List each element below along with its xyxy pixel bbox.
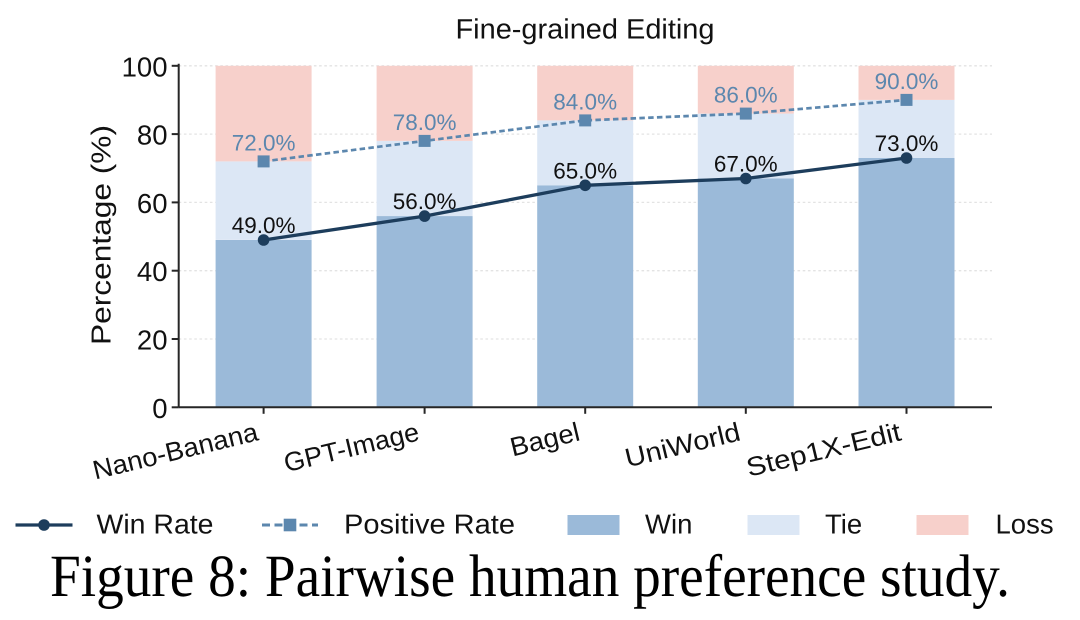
svg-text:84.0%: 84.0% xyxy=(553,89,617,114)
svg-text:Win Rate: Win Rate xyxy=(97,509,214,540)
svg-text:78.0%: 78.0% xyxy=(393,110,457,135)
svg-text:Percentage (%): Percentage (%) xyxy=(86,125,117,345)
svg-text:Win: Win xyxy=(645,509,692,540)
svg-text:Figure 8: Pairwise human prefe: Figure 8: Pairwise human preference stud… xyxy=(50,543,1010,609)
svg-text:80: 80 xyxy=(137,120,168,151)
svg-text:72.0%: 72.0% xyxy=(232,130,296,155)
svg-text:90.0%: 90.0% xyxy=(875,69,939,94)
svg-text:67.0%: 67.0% xyxy=(714,152,778,177)
svg-text:73.0%: 73.0% xyxy=(875,131,939,156)
svg-text:65.0%: 65.0% xyxy=(553,158,617,183)
svg-text:100: 100 xyxy=(122,51,168,82)
svg-text:20: 20 xyxy=(137,325,168,356)
svg-text:Tie: Tie xyxy=(825,509,862,540)
svg-text:0: 0 xyxy=(152,393,167,424)
svg-text:86.0%: 86.0% xyxy=(714,83,778,108)
svg-text:Fine-grained Editing: Fine-grained Editing xyxy=(456,14,715,45)
svg-text:49.0%: 49.0% xyxy=(232,213,296,238)
svg-text:40: 40 xyxy=(137,256,168,287)
svg-text:Loss: Loss xyxy=(996,509,1054,540)
svg-text:56.0%: 56.0% xyxy=(393,189,457,214)
svg-text:60: 60 xyxy=(137,188,168,219)
svg-text:Positive Rate: Positive Rate xyxy=(344,509,515,540)
